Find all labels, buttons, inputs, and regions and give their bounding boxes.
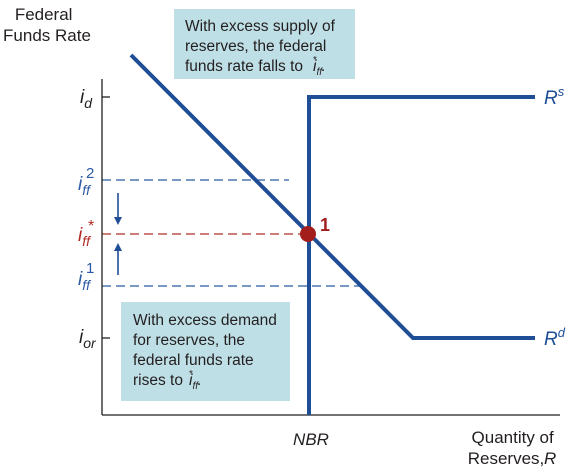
excess-supply-callout-text: With excess supply of reserves, the fede… <box>185 18 339 75</box>
y-label-i-ff-star: iff* <box>78 218 94 249</box>
excess-supply-callout-box <box>174 9 355 79</box>
excess-demand-callout-text: With excess demand for reserves, the fed… <box>133 312 281 389</box>
x-axis-title: Quantity of Reserves, <box>468 428 559 468</box>
y-label-i-or: ior <box>79 327 97 351</box>
y-label-i-ff1: iff1 <box>78 260 94 293</box>
supply-curve <box>307 95 535 415</box>
excess-demand-callout-rate: iff*. <box>189 369 201 392</box>
y-label-i-ff2: iff2 <box>78 165 94 198</box>
y-label-i-d: id <box>80 87 93 111</box>
excess-supply-callout-rate: iff*. <box>313 55 325 78</box>
equilibrium-point-label: 1 <box>320 215 330 235</box>
excess-demand-callout-box <box>121 302 290 401</box>
demand-curve <box>129 53 535 340</box>
y-axis-title: Federal Funds Rate <box>3 5 91 45</box>
x-tick-label-nbr: NBR <box>293 430 329 449</box>
supply-curve-label: Rs <box>544 84 565 109</box>
x-axis-title-variable: R <box>544 449 556 468</box>
equilibrium-point <box>300 226 316 242</box>
demand-curve-label: Rd <box>544 325 566 350</box>
